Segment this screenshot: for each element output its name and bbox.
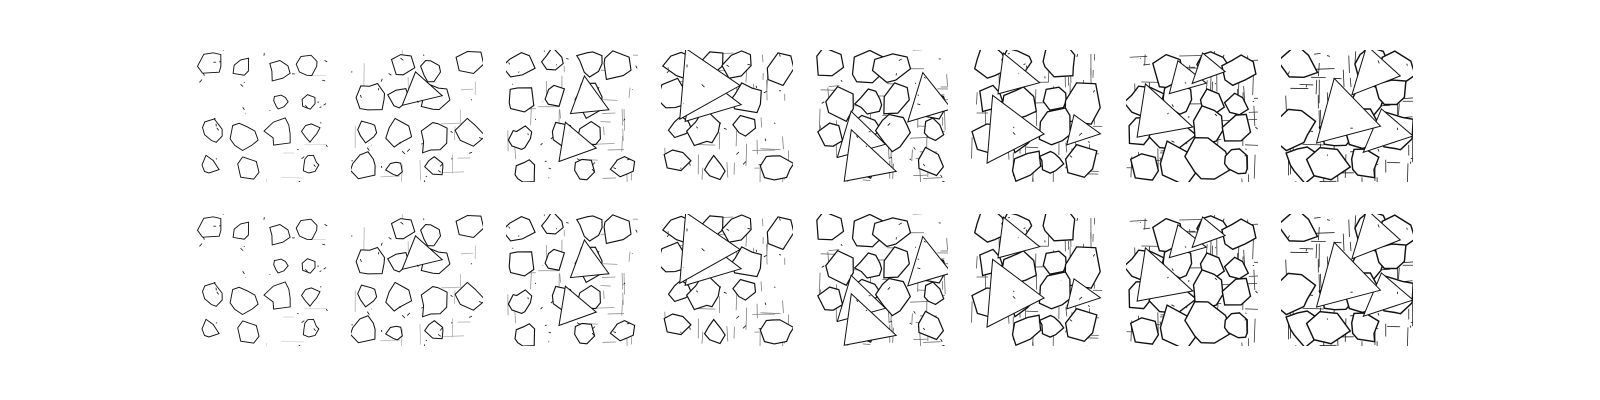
crack-panel-r1-c2 xyxy=(351,50,483,182)
crack-pattern-image xyxy=(1126,51,1258,182)
crack-pattern-image xyxy=(1281,50,1413,182)
crack-panel-r1-c4 xyxy=(661,50,793,182)
crack-panel-r2-c5 xyxy=(816,214,948,346)
crack-panel-r1-c7 xyxy=(1126,50,1258,182)
crack-pattern-image xyxy=(196,214,328,346)
crack-pattern-image xyxy=(661,214,793,346)
crack-panel-r2-c8 xyxy=(1281,214,1413,346)
crack-panel-r2-c6 xyxy=(971,214,1103,346)
crack-panel-r1-c8 xyxy=(1281,50,1413,182)
crack-panel-r2-c4 xyxy=(661,214,793,346)
crack-pattern-image xyxy=(1126,215,1258,346)
crack-pattern-image xyxy=(196,50,328,182)
crack-pattern-image xyxy=(971,214,1103,346)
crack-panel-r2-c3 xyxy=(506,214,638,346)
crack-pattern-image xyxy=(351,214,483,346)
crack-panel-r2-c2 xyxy=(351,214,483,346)
crack-panel-r1-c1 xyxy=(196,50,328,182)
crack-pattern-image xyxy=(816,214,948,346)
crack-pattern-image xyxy=(1281,214,1413,346)
crack-panel-r1-c5 xyxy=(816,50,948,182)
crack-pattern-image xyxy=(971,50,1103,182)
crack-pattern-image xyxy=(506,50,638,182)
crack-panel-r2-c1 xyxy=(196,214,328,346)
crack-pattern-image xyxy=(506,214,638,346)
crack-panel-r2-c7 xyxy=(1126,214,1258,346)
crack-panel-r1-c3 xyxy=(506,50,638,182)
crack-pattern-image xyxy=(661,50,793,182)
crack-pattern-image xyxy=(816,50,948,182)
crack-pattern-image xyxy=(351,50,483,182)
crack-panel-r1-c6 xyxy=(971,50,1103,182)
